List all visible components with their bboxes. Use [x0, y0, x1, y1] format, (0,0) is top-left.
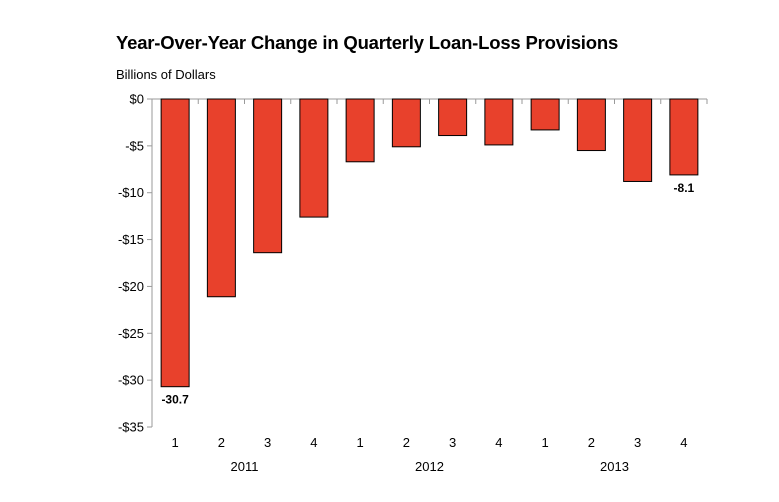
- bar: [530, 98, 560, 131]
- x-tick-label: 4: [310, 435, 317, 450]
- y-tick-label: -$35: [118, 420, 144, 435]
- bar: [623, 98, 653, 182]
- y-tick-label: -$25: [118, 326, 144, 341]
- x-group-label: 2013: [600, 459, 629, 474]
- data-label: -8.1: [674, 181, 695, 195]
- y-tick-label: -$15: [118, 232, 144, 247]
- data-label: -30.7: [161, 393, 189, 407]
- bar: [391, 98, 421, 148]
- x-tick-label: 1: [542, 435, 549, 450]
- bar: [253, 98, 283, 254]
- y-axis-unit-label: Billions of Dollars: [116, 67, 216, 82]
- y-tick-label: -$20: [118, 279, 144, 294]
- x-tick-label: 2: [403, 435, 410, 450]
- chart-title: Year-Over-Year Change in Quarterly Loan-…: [116, 32, 619, 53]
- bar: [669, 98, 699, 176]
- bar: [160, 98, 190, 388]
- x-tick-label: 3: [449, 435, 456, 450]
- x-tick-label: 3: [634, 435, 641, 450]
- x-group-label: 2011: [231, 459, 259, 474]
- y-tick-label: -$30: [118, 373, 144, 388]
- x-group-label: 2012: [415, 459, 444, 474]
- bar: [206, 98, 236, 298]
- x-tick-label: 3: [264, 435, 271, 450]
- y-tick-label: -$10: [118, 185, 144, 200]
- bar: [299, 98, 329, 218]
- bar: [576, 98, 606, 152]
- x-tick-label: 1: [172, 435, 179, 450]
- x-tick-label: 2: [218, 435, 225, 450]
- y-tick-label: -$5: [125, 138, 144, 153]
- x-tick-label: 4: [680, 435, 687, 450]
- y-tick-label: $0: [130, 92, 144, 107]
- bar: [345, 98, 375, 163]
- x-tick-label: 1: [357, 435, 364, 450]
- bar: [438, 98, 468, 137]
- bar: [484, 98, 514, 146]
- x-tick-label: 2: [588, 435, 595, 450]
- x-tick-label: 4: [495, 435, 502, 450]
